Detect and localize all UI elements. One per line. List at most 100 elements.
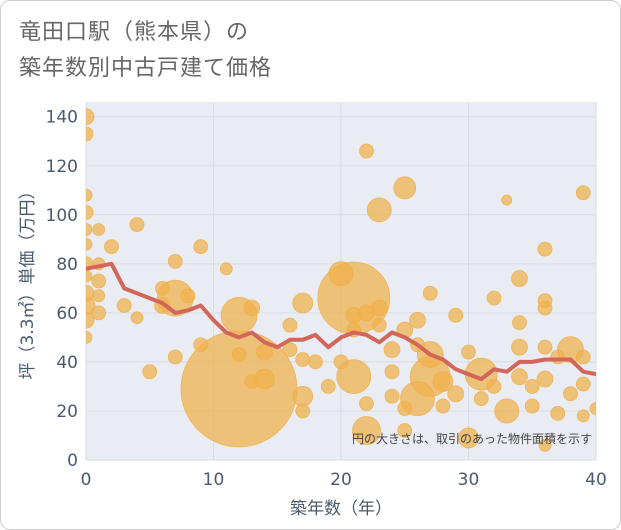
bubble-point [86,188,93,202]
bubble-point [511,338,528,356]
y-tick-label: 100 [46,206,78,226]
bubble-point [393,176,417,200]
bubble-point [536,370,554,388]
bubble-point [193,239,209,255]
bubble-point [550,406,566,421]
bubble-point [461,344,476,360]
bubble-point [167,349,183,365]
x-tick-label: 30 [458,470,480,490]
bubble-point [524,379,540,394]
bubble-point [511,270,528,287]
bubble-point [473,391,489,407]
bubble-point [538,438,552,452]
bubble-point [130,311,144,325]
bubble-point [180,288,196,304]
bubble-point [295,352,311,367]
bubble-point [575,349,591,365]
bubble-point [371,317,387,333]
bubble-point [243,299,261,317]
x-axis-label: 築年数（年） [290,499,392,519]
bubble-point [383,341,401,359]
average-line-series [86,261,596,382]
bubble-point [86,126,94,142]
bubble-point [92,289,106,303]
y-tick-label: 20 [56,402,78,422]
bubble-point [86,108,95,126]
y-tick-label: 120 [46,157,78,177]
y-tick-label: 60 [56,304,78,324]
x-tick-label: 0 [81,470,92,490]
bubble-point [86,311,95,329]
y-axis-label: 坪（3.3㎡）単価（万円） [18,182,38,379]
bubble-point [524,398,540,414]
bubble-point [86,237,93,251]
bubble-point [359,396,374,412]
bubble-point [537,300,553,316]
chart-title: 竜田口駅（熊本県）の 築年数別中古戸建て価格 [19,15,272,87]
y-tick-label: 80 [56,255,78,275]
bubble-point [447,385,465,403]
y-tick-label: 0 [67,451,78,471]
bubble-point [422,285,438,301]
chart-title-line-2: 築年数別中古戸建て価格 [19,56,273,81]
x-tick-label: 10 [203,470,225,490]
bubble-point [435,398,451,414]
bubble-point [494,398,520,424]
bubble-point [86,223,93,236]
bubble-point [409,311,426,329]
bubble-point [292,385,314,407]
bubble-point [511,368,528,386]
y-tick-label: 40 [56,353,78,373]
bubble-point [537,241,553,257]
bubble-point [219,262,233,276]
bubble-point [458,427,479,449]
bubble-point [86,269,93,283]
bubble-point [563,386,578,402]
bubble-point [155,280,170,296]
bubble-point [116,298,132,313]
bubble-point [92,223,106,236]
bubble-point [320,379,336,394]
average-price-line [86,261,596,382]
bubble-point [91,273,107,289]
bubble-point [244,374,260,389]
bubble-point [550,349,566,365]
bubble-point [282,342,298,358]
bubble-point [486,379,502,394]
bubble-point [359,143,374,159]
bubble-point [537,339,553,355]
bubble-point [575,376,591,392]
chart-title-line-1: 竜田口駅（熊本県）の [19,20,250,45]
bubble-point [292,292,314,314]
bubble-point [384,388,400,404]
bubble-point [397,401,413,416]
bubble-point [432,371,454,392]
bubble-point [86,204,94,220]
bubble-point [370,299,388,317]
bubble-point [512,315,527,331]
bubble-point [366,197,392,223]
bubble-size-note: 円の大きさは、取引のあった物件面積を示す [352,431,592,446]
bubble-point [589,402,596,415]
x-tick-label: 20 [330,470,352,490]
bubble-point [193,337,209,353]
bubble-point [129,217,145,233]
bubble-point [501,194,513,206]
bubble-point [336,359,372,395]
bubble-point [86,330,93,344]
bubble-series [86,108,596,452]
bubble-point [328,261,354,287]
bubble-point [104,239,119,255]
bubble-point [91,305,107,321]
bubble-point [384,364,400,380]
bubble-point [576,409,590,423]
bubble-point [231,347,247,362]
bubble-point [352,416,381,445]
bubble-point [142,364,158,380]
bubble-point [308,354,323,370]
bubble-point [86,284,95,302]
bubble-point [295,403,311,419]
bubble-point [282,317,298,333]
bubble-point [448,307,464,323]
